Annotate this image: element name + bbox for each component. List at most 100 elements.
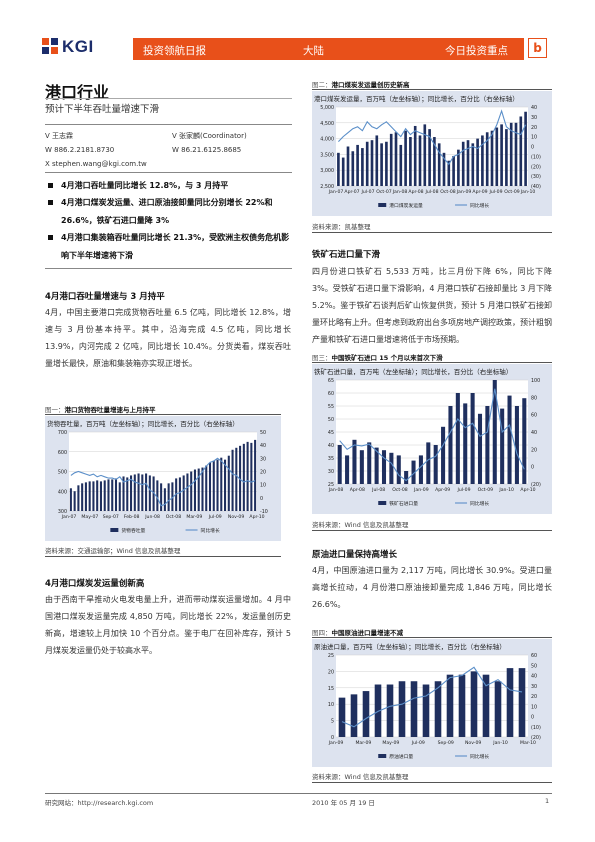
y-tick-label: 35 xyxy=(328,456,334,462)
x-tick-label: Apr-08 xyxy=(408,189,423,195)
bar xyxy=(338,697,346,737)
bar xyxy=(418,455,423,484)
bar xyxy=(399,144,403,186)
analyst-phone: W 886.2.2181.8730 xyxy=(45,146,115,154)
x-tick-label: Jul-07 xyxy=(360,189,374,195)
article-1-title: 4月港口吞吐量增速与 3 月持平 xyxy=(45,292,165,302)
y2-tick-label: 0 xyxy=(531,715,534,721)
y-tick-label: 300 xyxy=(58,509,67,515)
y2-tick-label: 10 xyxy=(260,483,266,489)
y2-tick-label: (10) xyxy=(531,154,541,160)
y2-tick-label: (30) xyxy=(531,174,541,180)
y-tick-label: 25 xyxy=(328,653,334,659)
figure-3-source: 资料来源：Wind 信息及凯基整理 xyxy=(312,521,409,529)
y-tick-label: 2,500 xyxy=(320,184,334,190)
bar xyxy=(374,684,382,737)
figure-1-chart: 货物吞吐量，百万吨（左坐标轴）；同比增长，百分比（右坐标轴） 300 400 500… xyxy=(45,416,281,541)
bar xyxy=(231,449,234,511)
figure-rule xyxy=(312,782,552,783)
x-tick-label: Jun-08 xyxy=(144,514,160,520)
y2-tick-label: 0 xyxy=(531,465,534,471)
bar xyxy=(485,406,490,484)
y-tick-label: 700 xyxy=(58,430,67,436)
y2-tick-label: 20 xyxy=(531,447,537,453)
header-bar: 投资领航日报 大陆 今日投资重点 xyxy=(133,38,524,60)
x-tick-label: Oct-07 xyxy=(376,189,392,195)
bar xyxy=(361,148,364,186)
analyst-email[interactable]: X stephen.wang@kgi.com.tw xyxy=(45,160,147,168)
bar xyxy=(73,491,76,511)
y-tick-label: 0 xyxy=(331,735,334,741)
bar xyxy=(250,442,253,511)
bar xyxy=(137,473,140,511)
x-tick-label: Apr-09 xyxy=(472,189,487,195)
bar xyxy=(148,475,151,511)
footer-website[interactable]: 研究网站：http://research.kgi.com xyxy=(45,799,154,807)
bar xyxy=(163,488,166,511)
bar xyxy=(126,477,129,511)
article-2-title: 4月港口煤炭发运量创新高 xyxy=(45,579,145,589)
y2-tick-label: (40) xyxy=(531,184,541,190)
bar xyxy=(77,485,80,511)
x-tick-label: Apr-08 xyxy=(350,487,365,493)
bar xyxy=(362,691,370,737)
series-line xyxy=(339,388,525,482)
bar xyxy=(133,474,136,511)
x-tick-label: Mar-09 xyxy=(355,740,371,746)
bar xyxy=(452,155,455,186)
bar xyxy=(404,471,409,484)
y2-tick-label: 10 xyxy=(531,704,537,710)
bar xyxy=(370,140,374,186)
kgi-logo: KGI xyxy=(42,37,94,57)
x-tick-label: Oct-09 xyxy=(478,487,494,493)
bar xyxy=(441,426,446,484)
article-4-body: 4月，中国原油进口量为 2,117 万吨，同比增长 30.9%。受进口量高增长拉… xyxy=(312,566,552,609)
y2-tick-label: (20) xyxy=(531,482,541,488)
bar xyxy=(413,125,417,186)
y2-tick-label: 40 xyxy=(531,105,537,111)
bar xyxy=(227,455,230,511)
y-tick-label: 4,000 xyxy=(320,137,334,143)
article-2-body: 由于西南干旱推动火电发电量上升，进而带动煤炭运量增加。4 月中国港口煤炭发运量完… xyxy=(45,595,291,655)
figure-3-title: 图三：中国铁矿石进口 15 个月以来首次下滑 xyxy=(312,354,443,362)
bar xyxy=(160,483,163,511)
bar xyxy=(122,476,125,511)
x-tick-label: Jan-07 xyxy=(61,514,77,520)
bar xyxy=(386,684,394,737)
legend-label: 同比增长 xyxy=(470,753,489,760)
bar xyxy=(171,482,174,511)
figure-3-svg: 25 30 35 40 45 50 55 60 65 (20) 0 20 40 60 80 100 Jan-08… xyxy=(328,378,541,507)
y-tick-label: 10 xyxy=(328,702,334,708)
figure-1-header: 货物吞吐量，百万吨（左坐标轴）；同比增长，百分比（右坐标轴） xyxy=(47,420,239,428)
figure-4-svg: 0 5 10 15 20 25 (20) (10) 0 10 20 30 40 50 60 Jan-09 Mar… xyxy=(328,653,541,760)
bar xyxy=(99,481,102,511)
bar xyxy=(178,477,181,511)
figure-4-title: 图四：中国原油进口量增速不减 xyxy=(312,629,403,637)
x-tick-label: Apr-10 xyxy=(249,514,264,520)
legend-label: 同比增长 xyxy=(201,527,220,534)
bar xyxy=(367,442,372,484)
legend-label: 同比增长 xyxy=(470,202,489,209)
analyst-contact-left: V 王志霖 W 886.2.2181.8730 X stephen.wang@k… xyxy=(45,129,147,171)
bar xyxy=(374,447,379,484)
figure-4-header: 原油进口量，百万吨（左坐标轴）；同比增长，百分比（右坐标轴） xyxy=(314,643,506,651)
x-tick-label: Nov-09 xyxy=(228,514,244,520)
figure-1-source: 资料来源：交通运输部；Wind 信息及凯基整理 xyxy=(45,547,181,555)
bar xyxy=(341,157,345,186)
x-tick-label: Oct-09 xyxy=(504,189,520,195)
y2-tick-label: 40 xyxy=(531,674,537,680)
coordinator-name: V 张家麟(Coordinator) xyxy=(172,132,247,140)
bar xyxy=(365,141,369,186)
x-tick-label: Jan-10 xyxy=(492,740,508,746)
bar xyxy=(389,452,394,484)
bar xyxy=(506,668,514,737)
header-section: 今日投资重点 xyxy=(445,45,508,57)
legend-label: 同比增长 xyxy=(470,500,489,507)
x-tick-label: Apr-09 xyxy=(435,487,450,493)
figure-rule xyxy=(45,414,281,415)
legend-label: 货物吞吐量 xyxy=(121,527,145,534)
bar xyxy=(352,439,357,484)
bar xyxy=(350,694,358,737)
bar xyxy=(418,135,422,186)
figure-4-chart: 原油进口量，百万吨（左坐标轴）；同比增长，百分比（右坐标轴） 0 5 10 15 20 2… xyxy=(312,639,552,767)
